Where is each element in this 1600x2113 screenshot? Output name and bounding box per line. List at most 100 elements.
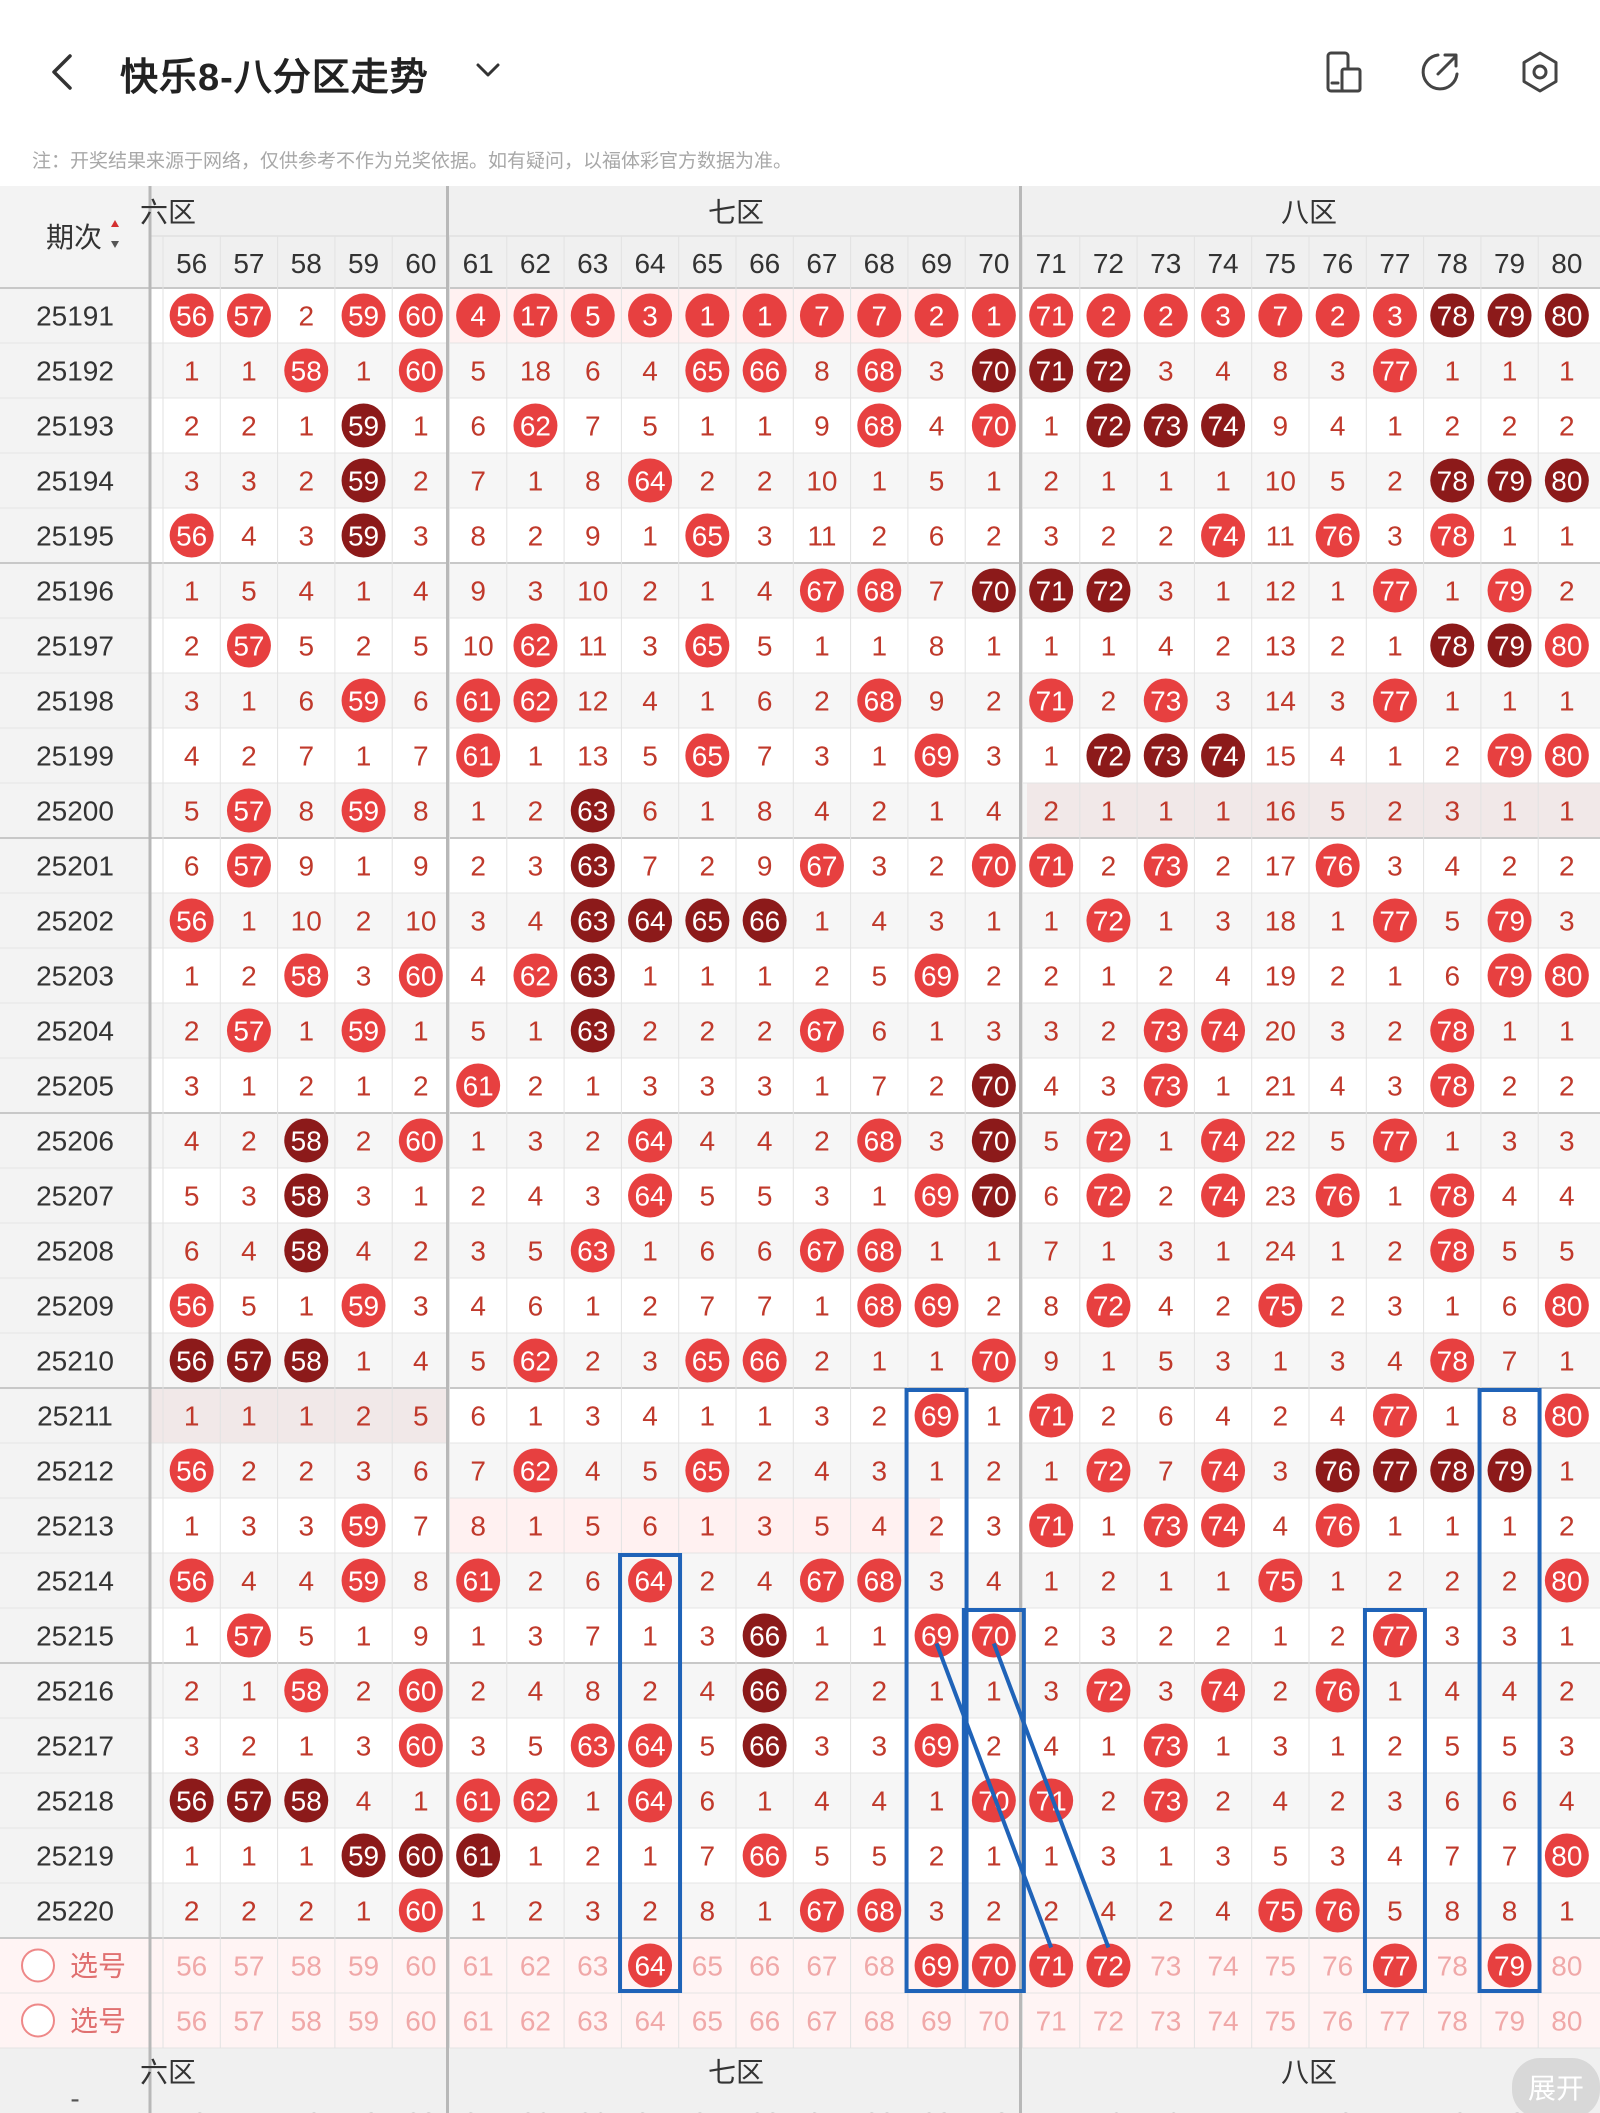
pick-ball-selected[interactable]	[971, 1943, 1016, 1988]
pick-number[interactable]: 63	[577, 2006, 608, 2037]
miss-count: 3	[929, 356, 945, 387]
pick-number[interactable]: 61	[463, 1951, 494, 1982]
pick-number[interactable]: 69	[921, 1951, 952, 1982]
miss-count: 4	[241, 521, 257, 552]
pick-number[interactable]: 74	[1207, 2006, 1238, 2037]
miss-count: 9	[814, 411, 830, 442]
pick-number[interactable]: 67	[806, 1951, 837, 1982]
miss-count: 2	[1158, 961, 1174, 992]
settings-gear-icon[interactable]	[1518, 50, 1562, 94]
pick-number[interactable]: 79	[1494, 1951, 1525, 1982]
pick-number[interactable]: 70	[978, 1951, 1009, 1982]
pick-number[interactable]: 58	[291, 2006, 322, 2037]
miss-count: 4	[814, 1786, 830, 1817]
pick-number[interactable]: 65	[692, 2006, 723, 2037]
pick-number[interactable]: 80	[1551, 1951, 1582, 1982]
pick-number[interactable]: 58	[291, 1951, 322, 1982]
pick-label[interactable]: 选号	[70, 2006, 126, 2037]
pick-number[interactable]: 60	[405, 1951, 436, 1982]
pick-number[interactable]: 71	[1036, 1951, 1067, 1982]
pick-number[interactable]: 66	[749, 2006, 780, 2037]
miss-count: 1	[1502, 796, 1518, 827]
pick-radio-icon[interactable]	[21, 1948, 55, 1983]
pick-number[interactable]: 71	[1036, 2006, 1067, 2037]
miss-count: 4	[871, 1511, 887, 1542]
pick-ball-selected[interactable]	[628, 1943, 673, 1988]
drawn-number: 56	[176, 1291, 207, 1322]
pick-number[interactable]: 78	[1437, 1951, 1468, 1982]
drawn-number-ball	[341, 788, 386, 833]
drawn-number-ball	[169, 1283, 214, 1328]
pick-number[interactable]: 67	[806, 2006, 837, 2037]
drawn-number-ball	[857, 403, 902, 448]
pick-number[interactable]: 72	[1093, 2006, 1124, 2037]
pick-number[interactable]: 65	[692, 1951, 723, 1982]
layout-toggle-icon[interactable]	[1322, 50, 1366, 94]
page-title[interactable]: 快乐8-八分区走势	[120, 57, 429, 99]
miss-count: 3	[1215, 906, 1231, 937]
pick-number[interactable]: 59	[348, 2006, 379, 2037]
pick-number[interactable]: 62	[520, 2006, 551, 2037]
pick-ball-selected[interactable]	[1086, 1943, 1131, 1988]
pick-number[interactable]: 59	[348, 1951, 379, 1982]
pick-ball-selected[interactable]	[914, 1943, 959, 1988]
pick-number[interactable]: 61	[463, 2006, 494, 2037]
drawn-number: 76	[1322, 1896, 1353, 1927]
pick-number[interactable]: 70	[978, 2006, 1009, 2037]
pick-number[interactable]: 77	[1379, 2006, 1410, 2037]
pick-number[interactable]: 74	[1207, 1951, 1238, 1982]
pick-number[interactable]: 64	[634, 2006, 665, 2037]
chevron-down-icon[interactable]	[474, 56, 502, 84]
drawn-number: 77	[1379, 1621, 1410, 1652]
miss-count: 1	[470, 1896, 486, 1927]
pick-number[interactable]: 66	[749, 1951, 780, 1982]
pick-radio-icon[interactable]	[21, 2003, 55, 2038]
pick-number[interactable]: 56	[176, 1951, 207, 1982]
pick-number[interactable]: 76	[1322, 1951, 1353, 1982]
miss-count: 16	[1265, 796, 1296, 827]
miss-count: 1	[929, 796, 945, 827]
miss-count: 2	[298, 1896, 314, 1927]
miss-count: 2	[929, 1071, 945, 1102]
sort-down-icon[interactable]	[111, 241, 119, 248]
pick-number[interactable]: 79	[1494, 2006, 1525, 2037]
pick-number[interactable]: 68	[864, 2006, 895, 2037]
pick-ball-selected[interactable]	[1029, 1943, 1074, 1988]
pick-number[interactable]: 64	[634, 1951, 665, 1982]
expand-label[interactable]: 展开	[1528, 2073, 1584, 2104]
pick-number[interactable]: 72	[1093, 1951, 1124, 1982]
pick-ball-selected[interactable]	[1487, 1943, 1532, 1988]
pick-number[interactable]: 63	[577, 1951, 608, 1982]
miss-count: 1	[413, 1786, 429, 1817]
pick-number[interactable]: 77	[1379, 1951, 1410, 1982]
drawn-number-ball	[1201, 1173, 1246, 1218]
sort-up-icon[interactable]	[111, 220, 119, 227]
expand-button[interactable]	[1512, 2058, 1600, 2113]
pick-number[interactable]: 80	[1551, 2006, 1582, 2037]
pick-number[interactable]: 78	[1437, 2006, 1468, 2037]
miss-count: 1	[1101, 1236, 1117, 1267]
drawn-number: 68	[864, 1291, 895, 1322]
pick-number[interactable]: 76	[1322, 2006, 1353, 2037]
pick-number[interactable]: 57	[233, 2006, 264, 2037]
miss-count: 2	[871, 1676, 887, 1707]
drawn-number: 73	[1150, 1071, 1181, 1102]
back-arrow-icon[interactable]	[44, 52, 80, 92]
drawn-number-ball	[628, 1118, 673, 1163]
pick-number[interactable]: 75	[1265, 1951, 1296, 1982]
pick-number[interactable]: 57	[233, 1951, 264, 1982]
miss-count: 3	[814, 1731, 830, 1762]
pick-number[interactable]: 68	[864, 1951, 895, 1982]
column-header: 72	[1093, 248, 1124, 279]
pick-number[interactable]: 73	[1150, 2006, 1181, 2037]
pick-label[interactable]: 选号	[70, 1951, 126, 1982]
pick-number[interactable]: 69	[921, 2006, 952, 2037]
pick-number[interactable]: 60	[405, 2006, 436, 2037]
pick-ball-selected[interactable]	[1372, 1943, 1417, 1988]
pick-number[interactable]: 62	[520, 1951, 551, 1982]
pick-number[interactable]: 75	[1265, 2006, 1296, 2037]
pick-number[interactable]: 56	[176, 2006, 207, 2037]
share-icon[interactable]	[1418, 50, 1462, 94]
pick-number[interactable]: 73	[1150, 1951, 1181, 1982]
drawn-number-ball	[1372, 568, 1417, 613]
